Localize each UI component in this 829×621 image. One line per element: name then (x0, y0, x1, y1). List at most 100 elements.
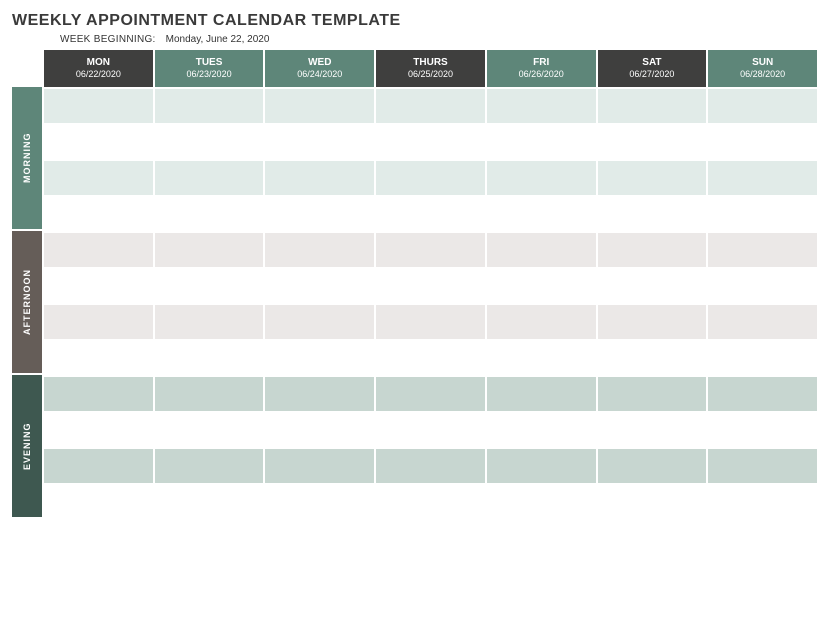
page-title: WEEKLY APPOINTMENT CALENDAR TEMPLATE (12, 12, 817, 30)
calendar-cell[interactable] (485, 411, 596, 447)
day-date: 06/28/2020 (710, 69, 815, 81)
calendar-cell[interactable] (153, 123, 264, 159)
calendar-cell[interactable] (596, 231, 707, 267)
calendar-cell[interactable] (374, 339, 485, 375)
calendar-cell[interactable] (706, 447, 817, 483)
day-header: FRI06/26/2020 (485, 50, 596, 87)
calendar-cell[interactable] (153, 195, 264, 231)
calendar-cell[interactable] (485, 159, 596, 195)
calendar-cell[interactable] (374, 123, 485, 159)
calendar-cell[interactable] (485, 195, 596, 231)
calendar-cell[interactable] (374, 375, 485, 411)
calendar-cell[interactable] (42, 231, 153, 267)
calendar-cell[interactable] (596, 195, 707, 231)
calendar-cell[interactable] (485, 123, 596, 159)
calendar-cell[interactable] (485, 303, 596, 339)
calendar-cell[interactable] (374, 303, 485, 339)
calendar-cell[interactable] (153, 159, 264, 195)
calendar-cell[interactable] (706, 339, 817, 375)
calendar-cell[interactable] (153, 375, 264, 411)
calendar-cell[interactable] (42, 375, 153, 411)
calendar-cell[interactable] (153, 483, 264, 519)
calendar-cell[interactable] (706, 375, 817, 411)
calendar-cell[interactable] (706, 123, 817, 159)
calendar-cell[interactable] (153, 87, 264, 123)
calendar-cell[interactable] (153, 447, 264, 483)
calendar-cell[interactable] (153, 339, 264, 375)
calendar-cell[interactable] (42, 159, 153, 195)
calendar-cell[interactable] (263, 123, 374, 159)
calendar-cell[interactable] (374, 87, 485, 123)
calendar-cell[interactable] (263, 411, 374, 447)
day-name: WED (267, 56, 372, 69)
calendar-cell[interactable] (263, 375, 374, 411)
header-corner (12, 50, 42, 87)
calendar-cell[interactable] (153, 267, 264, 303)
day-header: WED06/24/2020 (263, 50, 374, 87)
calendar-cell[interactable] (263, 159, 374, 195)
calendar-cell[interactable] (42, 483, 153, 519)
calendar-cell[interactable] (706, 411, 817, 447)
day-name: SAT (600, 56, 705, 69)
calendar-cell[interactable] (263, 195, 374, 231)
calendar-cell[interactable] (263, 447, 374, 483)
calendar-cell[interactable] (153, 231, 264, 267)
calendar-cell[interactable] (596, 447, 707, 483)
calendar-cell[interactable] (374, 195, 485, 231)
day-header: THURS06/25/2020 (374, 50, 485, 87)
day-header: SUN06/28/2020 (706, 50, 817, 87)
calendar-cell[interactable] (153, 411, 264, 447)
day-date: 06/24/2020 (267, 69, 372, 81)
day-date: 06/25/2020 (378, 69, 483, 81)
calendar-cell[interactable] (153, 303, 264, 339)
calendar-cell[interactable] (485, 87, 596, 123)
calendar-cell[interactable] (42, 411, 153, 447)
calendar-cell[interactable] (42, 87, 153, 123)
day-date: 06/23/2020 (157, 69, 262, 81)
calendar-cell[interactable] (485, 339, 596, 375)
calendar-cell[interactable] (263, 267, 374, 303)
calendar-cell[interactable] (596, 123, 707, 159)
week-beginning-label: WEEK BEGINNING: (60, 34, 156, 45)
calendar-cell[interactable] (485, 483, 596, 519)
calendar-cell[interactable] (706, 87, 817, 123)
calendar-cell[interactable] (596, 483, 707, 519)
calendar-cell[interactable] (485, 231, 596, 267)
calendar-cell[interactable] (263, 87, 374, 123)
calendar-cell[interactable] (596, 375, 707, 411)
calendar-cell[interactable] (485, 375, 596, 411)
calendar-cell[interactable] (596, 339, 707, 375)
calendar-cell[interactable] (263, 339, 374, 375)
day-header: TUES06/23/2020 (153, 50, 264, 87)
calendar-cell[interactable] (374, 231, 485, 267)
calendar-cell[interactable] (374, 159, 485, 195)
calendar-cell[interactable] (596, 303, 707, 339)
day-header: MON06/22/2020 (42, 50, 153, 87)
calendar-cell[interactable] (706, 195, 817, 231)
calendar-cell[interactable] (374, 411, 485, 447)
calendar-cell[interactable] (485, 447, 596, 483)
calendar-cell[interactable] (596, 267, 707, 303)
calendar-cell[interactable] (42, 303, 153, 339)
calendar-cell[interactable] (374, 267, 485, 303)
calendar-cell[interactable] (42, 267, 153, 303)
calendar-cell[interactable] (596, 411, 707, 447)
calendar-cell[interactable] (42, 195, 153, 231)
calendar-cell[interactable] (706, 159, 817, 195)
calendar-cell[interactable] (374, 447, 485, 483)
calendar-cell[interactable] (706, 267, 817, 303)
calendar-cell[interactable] (42, 339, 153, 375)
calendar-cell[interactable] (42, 447, 153, 483)
calendar-cell[interactable] (263, 231, 374, 267)
calendar-cell[interactable] (706, 303, 817, 339)
calendar-cell[interactable] (596, 159, 707, 195)
calendar-cell[interactable] (706, 231, 817, 267)
calendar-cell[interactable] (596, 87, 707, 123)
day-name: TUES (157, 56, 262, 69)
calendar-cell[interactable] (42, 123, 153, 159)
calendar-cell[interactable] (263, 483, 374, 519)
calendar-cell[interactable] (706, 483, 817, 519)
calendar-cell[interactable] (485, 267, 596, 303)
calendar-cell[interactable] (374, 483, 485, 519)
calendar-cell[interactable] (263, 303, 374, 339)
